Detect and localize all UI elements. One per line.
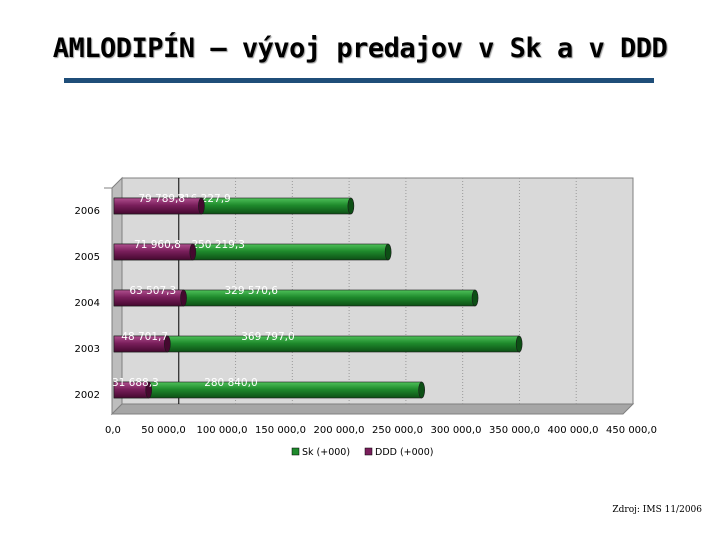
- bar-end-cap: [384, 243, 392, 261]
- plot-floor: [110, 403, 635, 415]
- data-label: 71 960,8: [134, 239, 181, 251]
- y-tick-label: 2002: [75, 390, 100, 401]
- legend-swatch: [364, 447, 373, 456]
- data-label: 280 840,0: [204, 377, 257, 389]
- bar-end-cap: [418, 381, 425, 399]
- data-label: 329 570,6: [224, 285, 278, 297]
- x-tick-label: 50 000,0: [141, 425, 186, 436]
- x-tick-label: 150 000,0: [255, 425, 306, 436]
- legend-label: DDD (+000): [375, 447, 433, 458]
- y-tick-label: 2006: [75, 206, 100, 217]
- x-axis-labels: 0,0 50 000,0 100 000,0 150 000,0 200 000,0 25…: [105, 425, 657, 436]
- source-note: Zdroj: IMS 11/2006: [612, 505, 702, 515]
- data-label: 48 701,7: [121, 331, 168, 343]
- legend: Sk (+000) DDD (+000): [291, 447, 433, 458]
- x-tick-label: 350 000,0: [489, 425, 540, 436]
- x-tick-label: 400 000,0: [548, 425, 599, 436]
- bar-end-cap: [145, 381, 153, 399]
- data-label: 79 789,8: [138, 193, 185, 205]
- x-tick-label: 200 000,0: [314, 425, 365, 436]
- legend-swatch: [291, 447, 300, 456]
- x-tick-label: 0,0: [105, 425, 121, 436]
- bar-end-cap: [515, 335, 523, 353]
- x-tick-label: 100 000,0: [197, 425, 248, 436]
- bar-segment: [113, 335, 520, 353]
- data-label: 63 507,3: [129, 285, 176, 297]
- y-tick-label: 2003: [75, 344, 100, 355]
- y-axis-labels: 2006 2005 2004 2003 2002: [75, 206, 100, 401]
- x-tick-label: 300 000,0: [431, 425, 482, 436]
- bar-end-cap: [347, 197, 355, 215]
- data-label: 369 797,0: [241, 331, 294, 343]
- bar-end-cap: [164, 335, 171, 353]
- x-tick-label: 450 000,0: [606, 425, 657, 436]
- page-title: AMLODIPÍN – vývoj predajov v Sk a v DDD: [52, 33, 668, 64]
- bar-end-cap: [471, 289, 479, 307]
- data-label: 250 219,3: [191, 239, 244, 251]
- title-divider: [64, 78, 654, 83]
- y-tick-label: 2004: [75, 298, 100, 309]
- bar-end-cap: [198, 197, 205, 215]
- data-label: 31 688,3: [112, 377, 159, 389]
- bar-end-cap: [180, 289, 187, 307]
- y-tick-label: 2005: [75, 252, 100, 263]
- bar-end-cap: [189, 243, 197, 261]
- x-tick-label: 250 000,0: [372, 425, 423, 436]
- legend-label: Sk (+000): [302, 447, 350, 458]
